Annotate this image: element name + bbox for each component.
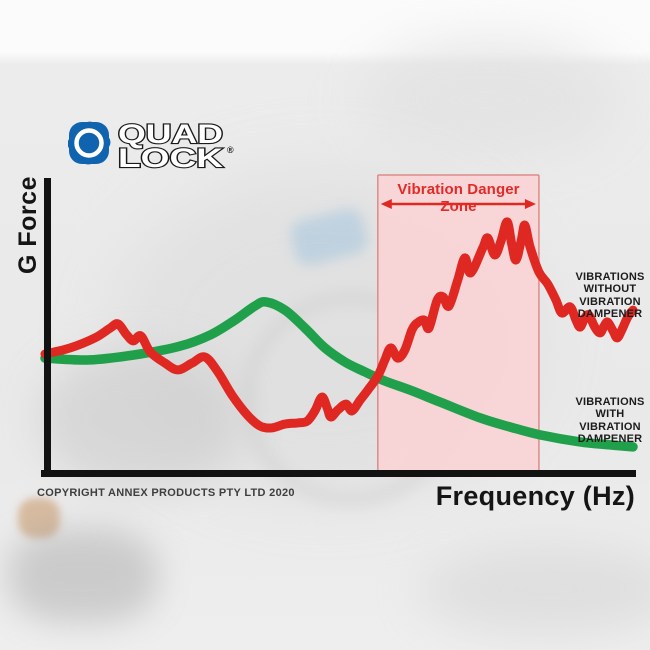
series-label-with-dampener: VIBRATIONS WITH VIBRATION DAMPENER [575, 396, 645, 446]
danger-zone-arrowhead-right [524, 199, 536, 209]
copyright-text: COPYRIGHT ANNEX PRODUCTS PTY LTD 2020 [37, 487, 295, 499]
y-axis-line [44, 178, 51, 474]
logo-text-lock: LOCK [118, 143, 224, 173]
quadlock-logo: QUAD LOCK ® [67, 118, 278, 174]
logo-registered-mark: ® [227, 145, 234, 155]
logo-text-quad: QUAD [118, 119, 223, 149]
quadlock-logo-svg: QUAD LOCK ® [67, 118, 234, 174]
series-label-without-dampener: VIBRATIONS WITHOUT VIBRATION DAMPENER [575, 271, 645, 321]
danger-zone-label: Vibration Danger Zone [397, 181, 520, 215]
danger-zone-border [377, 174, 540, 470]
x-axis-label: Frequency (Hz) [435, 481, 635, 511]
red-curve-without-dampener [40, 217, 638, 433]
green-curve-with-dampener [40, 297, 638, 452]
x-axis-line [41, 470, 636, 477]
danger-zone-arrowhead-left [380, 199, 392, 209]
quadlock-mount-icon [67, 121, 111, 165]
y-axis-label: G Force [14, 176, 42, 274]
